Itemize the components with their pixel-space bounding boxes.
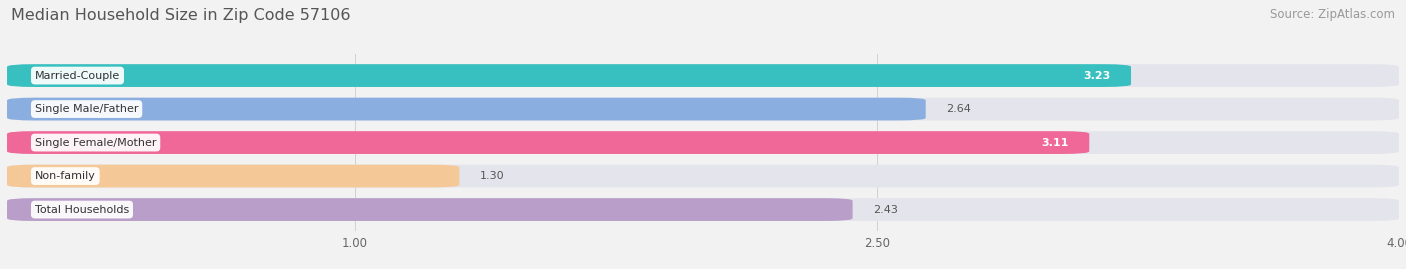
FancyBboxPatch shape: [7, 131, 1399, 154]
Text: Single Female/Mother: Single Female/Mother: [35, 137, 156, 148]
Text: 3.11: 3.11: [1040, 137, 1069, 148]
FancyBboxPatch shape: [7, 165, 460, 187]
FancyBboxPatch shape: [7, 64, 1130, 87]
Text: 2.64: 2.64: [946, 104, 972, 114]
Text: Source: ZipAtlas.com: Source: ZipAtlas.com: [1270, 8, 1395, 21]
Text: Married-Couple: Married-Couple: [35, 70, 120, 81]
Text: Single Male/Father: Single Male/Father: [35, 104, 138, 114]
FancyBboxPatch shape: [7, 98, 1399, 121]
FancyBboxPatch shape: [7, 64, 1399, 87]
Text: 3.23: 3.23: [1083, 70, 1111, 81]
Text: Total Households: Total Households: [35, 204, 129, 215]
FancyBboxPatch shape: [7, 198, 1399, 221]
Text: Non-family: Non-family: [35, 171, 96, 181]
FancyBboxPatch shape: [7, 98, 925, 121]
FancyBboxPatch shape: [7, 131, 1090, 154]
FancyBboxPatch shape: [7, 165, 1399, 187]
Text: 1.30: 1.30: [481, 171, 505, 181]
Text: Median Household Size in Zip Code 57106: Median Household Size in Zip Code 57106: [11, 8, 350, 23]
FancyBboxPatch shape: [7, 198, 852, 221]
Text: 2.43: 2.43: [873, 204, 898, 215]
